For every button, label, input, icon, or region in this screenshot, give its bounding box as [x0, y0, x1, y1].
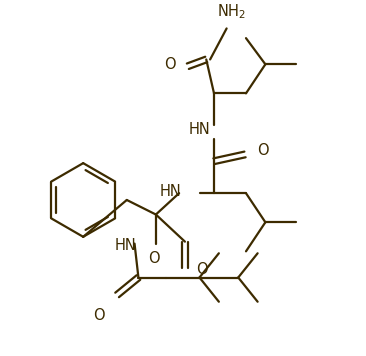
Text: HN: HN	[159, 184, 181, 199]
Text: HN: HN	[188, 122, 210, 137]
Text: O: O	[165, 57, 176, 72]
Text: O: O	[148, 251, 160, 266]
Text: O: O	[93, 308, 105, 323]
Text: NH$_2$: NH$_2$	[217, 2, 246, 21]
Text: O: O	[257, 143, 268, 158]
Text: O: O	[197, 262, 208, 277]
Text: HN: HN	[115, 238, 137, 253]
